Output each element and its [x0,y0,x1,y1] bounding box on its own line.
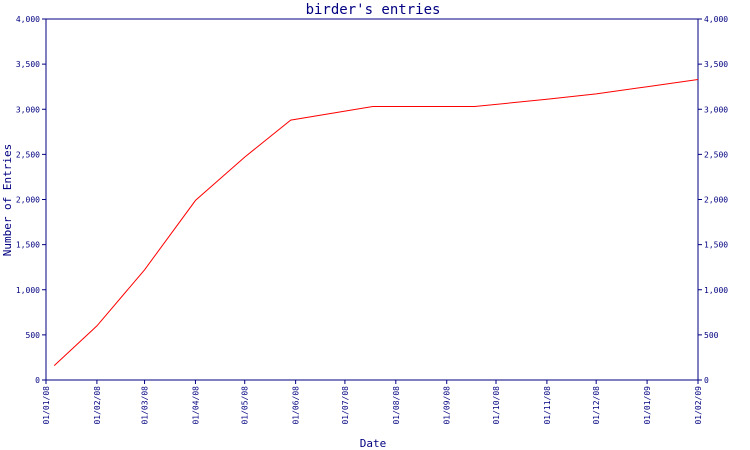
y-axis-label: Number of Entries [1,144,14,257]
y-tick-label-right: 0 [704,376,709,385]
x-tick-label: 01/01/08 [42,386,51,425]
data-point [546,98,548,100]
series-layer [53,78,699,366]
y-tick-label-left: 1,500 [16,241,40,250]
data-point [473,105,475,107]
y-tick-label-right: 500 [704,331,719,340]
left-axis: 0 500 1,000 1,500 2,000 2,500 3,000 3,500 4,000 [16,15,46,385]
plot-area-frame [45,18,699,381]
y-tick-label-right: 3,000 [704,105,728,114]
data-point [244,156,246,158]
y-tick-label-left: 4,000 [16,15,40,24]
x-tick-label: 01/03/08 [141,386,150,425]
y-tick-label-left: 0 [35,376,40,385]
y-tick-label-right: 1,000 [704,286,728,295]
x-tick-label: 01/10/08 [492,386,501,425]
data-point [96,325,98,327]
data-point [595,93,597,95]
data-point [372,105,374,107]
x-tick-label: 01/05/08 [241,386,250,425]
y-tick-label-right: 1,500 [704,241,728,250]
y-tick-label-left: 1,000 [16,286,40,295]
y-tick-label-left: 2,000 [16,196,40,205]
y-tick-label-left: 500 [26,331,41,340]
data-point [697,78,699,80]
chart-title: birder's entries [306,2,441,18]
y-tick-label-right: 3,500 [704,60,728,69]
data-point [194,199,196,201]
series-line [53,79,699,366]
data-point [290,119,292,121]
y-tick-label-right: 2,000 [704,196,728,205]
y-tick-label-right: 2,500 [704,150,728,159]
y-tick-label-left: 3,000 [16,105,40,114]
x-tick-label: 01/04/08 [191,386,200,425]
right-axis: 0 500 1,000 1,500 2,000 2,500 3,000 3,500 4,000 [698,15,728,385]
x-axis: 01/01/08 01/02/08 01/03/08 01/04/08 01/05/08… [42,380,703,425]
data-point [646,85,648,87]
x-tick-label: 01/06/08 [292,386,301,425]
y-tick-label-left: 3,500 [16,60,40,69]
x-tick-label: 01/08/08 [392,386,401,425]
x-tick-label: 01/11/08 [543,386,552,425]
data-point [143,269,145,271]
y-tick-label-right: 4,000 [704,15,728,24]
data-point [53,364,55,366]
x-tick-label: 01/12/08 [592,386,601,425]
x-tick-label: 01/02/08 [93,386,102,425]
x-tick-label: 01/09/08 [443,386,452,425]
x-tick-label: 01/02/09 [694,386,703,425]
x-tick-label: 01/01/09 [643,386,652,425]
y-tick-label-left: 2,500 [16,150,40,159]
x-axis-label: Date [360,437,387,450]
x-tick-label: 01/07/08 [341,386,350,425]
